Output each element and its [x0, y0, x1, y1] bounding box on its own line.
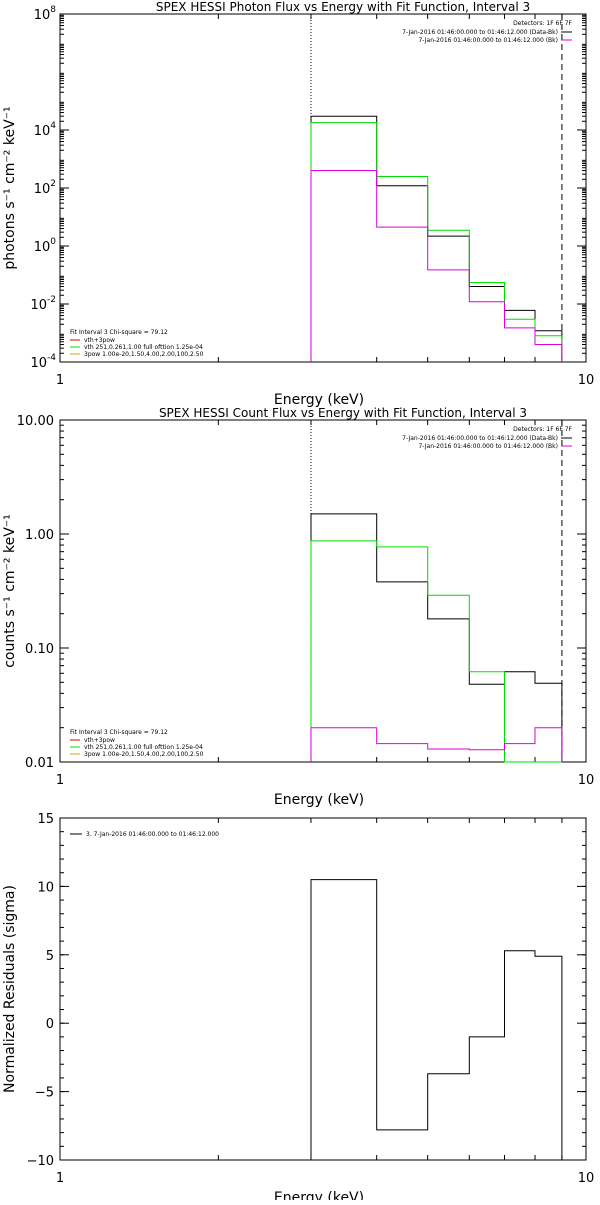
time-range-label: 7-Jan-2016 01:46:00.000 to 01:46:12.000 … — [402, 29, 558, 36]
y-tick-label: 0.10 — [25, 642, 54, 657]
y-tick-exponent: -4 — [47, 353, 56, 363]
y-tick-label: 108 — [34, 5, 57, 23]
black-step-series — [310, 879, 563, 1160]
fit-interval-label: Fit Interval 3 Chi-square = 79.12 — [70, 329, 168, 336]
y-tick-exponent: 8 — [50, 5, 56, 15]
x-tick-label: 10 — [578, 1171, 595, 1186]
x-tick-label: 1 — [56, 1171, 64, 1186]
y-axis-label: counts s⁻¹ cm⁻² keV⁻¹ — [2, 514, 18, 668]
plot-frame — [59, 13, 587, 363]
y-tick-label: 0.01 — [25, 756, 54, 771]
y-axis-label: Normalized Residuals (sigma) — [2, 885, 18, 1093]
y-tick-label: 0 — [46, 1017, 54, 1032]
y-tick-label: 15 — [37, 812, 54, 827]
y-tick-base: 10 — [34, 124, 51, 139]
x-axis-label: Energy (keV) — [274, 392, 364, 408]
legend-item: vth+3pow — [84, 737, 115, 744]
x-tick-label: 1 — [56, 373, 64, 388]
y-tick-base: 10 — [34, 240, 51, 255]
legend-item: vth 251,0.261,1.00 full ofttion 1.25e-04 — [84, 344, 203, 351]
legend-item: 3pow 1.00e-20,1.50,4.00,2.00,100,2.50 — [84, 751, 204, 758]
y-tick-label: 104 — [34, 121, 57, 139]
y-tick-exponent: 2 — [50, 179, 56, 189]
green-step-series — [310, 122, 563, 362]
detectors-label: Detectors: 1F 6F 7F — [513, 426, 572, 433]
y-tick-label: 10.00 — [17, 414, 54, 429]
x-axis-label: Energy (keV) — [274, 1190, 364, 1200]
y-tick-exponent: -2 — [47, 295, 56, 305]
y-tick-label: 10-4 — [30, 353, 56, 371]
time-range-label: 7-Jan-2016 01:46:00.000 to 01:46:12.000 … — [418, 443, 558, 450]
black-step-series — [310, 513, 563, 762]
count-chart: SPEX HESSI Count Flux vs Energy with Fit… — [2, 406, 594, 808]
y-tick-label: 102 — [34, 179, 56, 197]
x-tick-label: 1 — [56, 773, 64, 788]
detectors-label: Detectors: 1F 6F 7F — [513, 20, 572, 27]
residuals-chart: −10 −5 0 5 10 15 1 10 Energy (keV) Normalized Res… — [2, 812, 595, 1205]
y-tick-exponent: 0 — [50, 237, 56, 247]
y-tick-label: 10 — [37, 880, 54, 895]
y-tick-label: −5 — [35, 1086, 54, 1101]
chart-title: SPEX HESSI Count Flux vs Energy with Fit… — [159, 406, 527, 420]
legend-item: 3. 7-Jan-2016 01:46:00.000 to 01:46:12.0… — [86, 831, 219, 838]
time-range-label: 7-Jan-2016 01:46:00.000 to 01:46:12.000 … — [402, 435, 558, 442]
y-tick-exponent: 4 — [50, 121, 56, 131]
y-tick-label: −10 — [27, 1154, 54, 1169]
y-tick-label: 1.00 — [25, 528, 54, 543]
y-tick-label: 100 — [34, 237, 57, 255]
y-tick-base: 10 — [34, 182, 51, 197]
time-range-label: 7-Jan-2016 01:46:00.000 to 01:46:12.000 … — [418, 37, 558, 44]
legend-item: 3pow 1.00e-20,1.50,4.00,2.00,100,2.50 — [84, 351, 204, 358]
magenta-step-series — [310, 170, 563, 362]
photon-chart: SPEX HESSI Photon Flux vs Energy with Fi… — [2, 0, 594, 408]
black-step-series — [310, 115, 563, 362]
x-axis-label: Energy (keV) — [274, 792, 364, 808]
x-tick-label: 10 — [578, 373, 595, 388]
plot-frame — [59, 419, 587, 763]
chart-title: SPEX HESSI Photon Flux vs Energy with Fi… — [156, 0, 530, 14]
y-axis-label: photons s⁻¹ cm⁻² keV⁻¹ — [2, 106, 18, 269]
y-tick-label: 5 — [46, 949, 54, 964]
y-tick-label: 10-2 — [30, 295, 56, 313]
legend-item: vth 251,0.261,1.00 full ofttion 1.25e-04 — [84, 744, 203, 751]
legend-item: vth+3pow — [84, 337, 115, 344]
x-tick-label: 10 — [578, 773, 595, 788]
green-step-series — [310, 540, 562, 763]
y-tick-base: 10 — [34, 8, 51, 23]
fit-interval-label: Fit Interval 3 Chi-square = 79.12 — [70, 729, 168, 736]
y-tick-base: 10 — [30, 356, 47, 371]
magenta-step-series — [310, 727, 563, 762]
plot-frame — [59, 817, 587, 1161]
y-tick-base: 10 — [30, 298, 47, 313]
